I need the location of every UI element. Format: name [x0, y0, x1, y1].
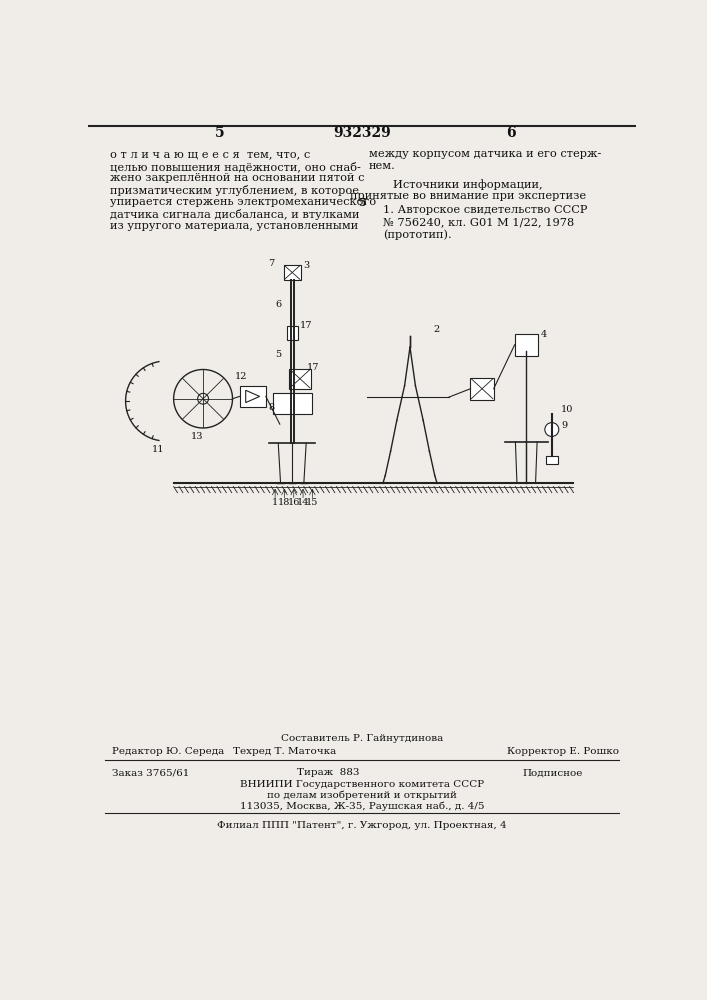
Text: 12: 12	[235, 372, 247, 381]
Text: упирается стержень электромеханического: упирается стержень электромеханического	[110, 197, 376, 207]
Text: Редактор Ю. Середа: Редактор Ю. Середа	[112, 747, 224, 756]
Text: призматическим углублением, в которое: призматическим углублением, в которое	[110, 185, 359, 196]
Text: 8: 8	[268, 403, 274, 412]
Text: 5: 5	[216, 126, 225, 140]
Text: Техред Т. Маточка: Техред Т. Маточка	[233, 747, 336, 756]
Text: 18: 18	[279, 498, 291, 507]
Bar	[273, 393, 312, 414]
Text: 2: 2	[433, 325, 440, 334]
Text: 10: 10	[561, 405, 573, 414]
Bar	[546, 456, 558, 464]
Text: 7: 7	[268, 259, 274, 268]
Text: 14: 14	[297, 498, 309, 507]
Text: 5: 5	[358, 197, 366, 208]
Text: принятые во внимание при экспертизе: принятые во внимание при экспертизе	[350, 191, 586, 201]
Text: 9: 9	[561, 421, 567, 430]
Text: 16: 16	[288, 498, 300, 507]
Text: (прототип).: (прототип).	[383, 229, 452, 240]
Text: Филиал ППП "Патент", г. Ужгород, ул. Проектная, 4: Филиал ППП "Патент", г. Ужгород, ул. Про…	[217, 821, 507, 830]
Text: между корпусом датчика и его стерж-: между корпусом датчика и его стерж-	[369, 149, 601, 159]
Bar	[515, 334, 538, 356]
Text: 1. Авторское свидетельство СССР: 1. Авторское свидетельство СССР	[383, 205, 588, 215]
Text: по делам изобретений и открытий: по делам изобретений и открытий	[267, 791, 457, 800]
Text: 17: 17	[307, 363, 320, 372]
Text: 6: 6	[506, 126, 515, 140]
Text: Корректор Е. Рошко: Корректор Е. Рошко	[507, 747, 619, 756]
Text: Заказ 3765/61: Заказ 3765/61	[112, 768, 189, 777]
Text: о т л и ч а ю щ е е с я  тем, что, с: о т л и ч а ю щ е е с я тем, что, с	[110, 149, 310, 159]
Text: жено закреплённой на основании пятой с: жено закреплённой на основании пятой с	[110, 173, 365, 183]
Text: Подписное: Подписное	[522, 768, 583, 777]
Bar	[287, 326, 298, 340]
Text: из упругого материала, установленными: из упругого материала, установленными	[110, 221, 358, 231]
Circle shape	[545, 423, 559, 436]
Text: ВНИИПИ Государственного комитета СССР: ВНИИПИ Государственного комитета СССР	[240, 780, 484, 789]
Text: Тираж  883: Тираж 883	[298, 768, 360, 777]
Text: 17: 17	[300, 321, 312, 330]
Text: целью повышения надёжности, оно снаб-: целью повышения надёжности, оно снаб-	[110, 161, 361, 172]
Text: 6: 6	[275, 300, 281, 309]
Text: № 756240, кл. G01 М 1/22, 1978: № 756240, кл. G01 М 1/22, 1978	[383, 217, 574, 227]
Text: 5: 5	[275, 350, 281, 359]
Bar	[240, 386, 266, 407]
Text: Составитель Р. Гайнутдинова: Составитель Р. Гайнутдинова	[281, 734, 443, 743]
Text: датчика сигнала дисбаланса, и втулками: датчика сигнала дисбаланса, и втулками	[110, 209, 360, 220]
Text: 113035, Москва, Ж-35, Раушская наб., д. 4/5: 113035, Москва, Ж-35, Раушская наб., д. …	[240, 801, 484, 811]
Text: 1: 1	[272, 498, 279, 507]
Text: нем.: нем.	[369, 161, 396, 171]
Polygon shape	[246, 390, 259, 403]
Text: 11: 11	[152, 445, 164, 454]
Text: 4: 4	[541, 330, 547, 339]
Text: 15: 15	[306, 498, 319, 507]
Text: Источники информации,: Источники информации,	[393, 179, 543, 190]
Text: 13: 13	[191, 432, 203, 441]
Text: 932329: 932329	[333, 126, 391, 140]
Text: 3: 3	[303, 261, 309, 270]
Bar	[284, 265, 300, 280]
Bar	[470, 378, 493, 400]
Bar	[289, 369, 311, 389]
